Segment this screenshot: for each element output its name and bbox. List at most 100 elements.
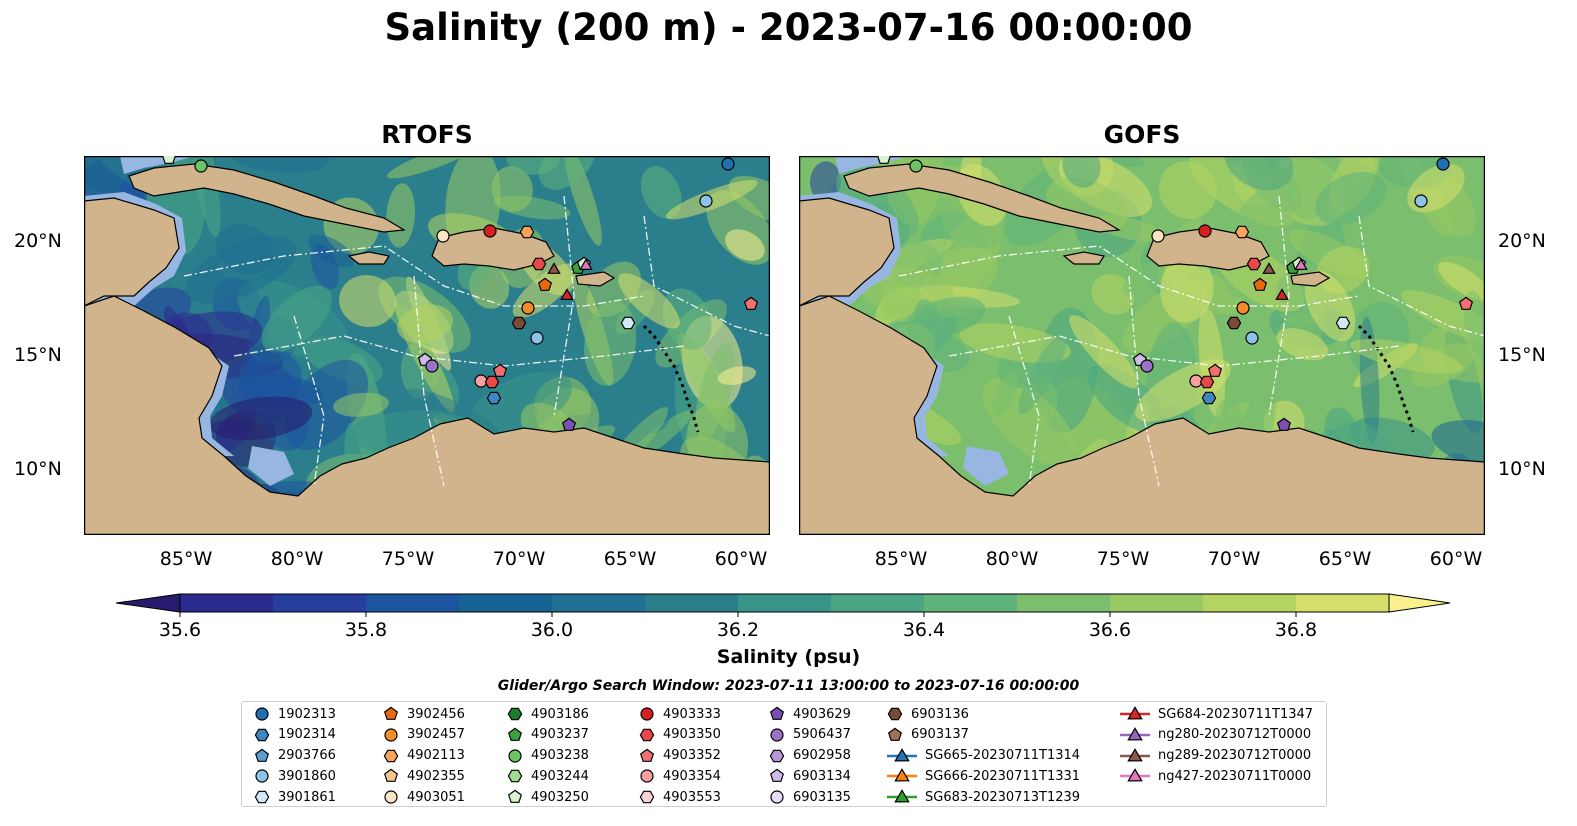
colorbar-tick-label: 35.8 bbox=[345, 619, 387, 641]
legend-label: 4903186 bbox=[531, 706, 589, 722]
legend-pentagon-icon bbox=[383, 706, 399, 720]
marker-SG684-20230711T1347 bbox=[560, 288, 574, 300]
legend-hexagon-marker bbox=[383, 749, 399, 762]
legend-item: SG683-20230713T1239 bbox=[885, 787, 1080, 807]
legend-item: 4903629 bbox=[767, 704, 851, 724]
legend-hexagon-icon bbox=[383, 749, 399, 762]
legend-item: 6903137 bbox=[885, 725, 969, 745]
legend-hexagon-icon bbox=[507, 770, 523, 783]
legend-pentagon-icon bbox=[769, 706, 785, 720]
marker-3901860 bbox=[1414, 194, 1428, 208]
lon-tick-right-85w: 85°W bbox=[874, 548, 928, 570]
legend-circle-icon bbox=[770, 790, 784, 804]
legend-item: ng289-20230712T0000 bbox=[1118, 746, 1311, 766]
marker-4903350 bbox=[1246, 257, 1262, 271]
marker-4903354 bbox=[474, 374, 488, 388]
legend-label: 4903354 bbox=[663, 768, 721, 784]
legend-item: ng280-20230712T0000 bbox=[1118, 725, 1311, 745]
legend-triangle-marker bbox=[1127, 747, 1143, 762]
legend-hexagon-marker bbox=[507, 707, 523, 721]
legend-item: 1902313 bbox=[252, 704, 336, 724]
lon-tick-right-65w: 65°W bbox=[1318, 548, 1372, 570]
legend-circle-icon bbox=[508, 748, 522, 763]
marker-4903350 bbox=[1199, 375, 1215, 389]
legend-item: 4903352 bbox=[637, 746, 721, 766]
marker-1902313 bbox=[721, 157, 735, 171]
lon-tick-right-80w: 80°W bbox=[985, 548, 1039, 570]
colorbar-tick-label: 36.2 bbox=[717, 619, 759, 641]
marker-SG684-20230711T1347 bbox=[1275, 288, 1289, 300]
legend-label: SG666-20230711T1331 bbox=[925, 768, 1081, 784]
colorbar-tick-label: 35.6 bbox=[159, 619, 201, 641]
marker-3902456 bbox=[1252, 277, 1268, 291]
legend-triangle-marker bbox=[894, 768, 910, 782]
panel-title-gofs: GOFS bbox=[1103, 120, 1181, 149]
legend-item: 4903250 bbox=[505, 787, 589, 807]
legend-hexagon-marker bbox=[254, 790, 270, 804]
lat-tick-right-10n: 10°N bbox=[1498, 458, 1546, 480]
legend-triangle-marker bbox=[894, 789, 910, 803]
legend-item: SG665-20230711T1314 bbox=[885, 746, 1080, 766]
legend-label: ng427-20230711T0000 bbox=[1158, 768, 1312, 784]
marker-4903629 bbox=[561, 417, 577, 431]
legend-item: 3902457 bbox=[381, 725, 465, 745]
legend-item: SG684-20230711T1347 bbox=[1118, 704, 1313, 724]
colorbar-tick-label: 36.8 bbox=[1275, 619, 1317, 641]
legend-triangle-marker bbox=[894, 747, 910, 762]
legend-item: 6903134 bbox=[767, 766, 851, 786]
lon-tick-right-70w: 70°W bbox=[1207, 548, 1261, 570]
legend: 1902313 1902314 2903766 3901860 3901861 39024… bbox=[241, 701, 1327, 807]
legend-label: 3902457 bbox=[407, 727, 465, 743]
legend-pentagon-icon bbox=[383, 769, 399, 783]
legend-label: 3901860 bbox=[278, 768, 336, 784]
colorbar-bin bbox=[1017, 594, 1111, 612]
legend-circle-icon bbox=[640, 707, 654, 721]
legend-hexagon-marker bbox=[507, 770, 523, 783]
legend-label: 4903051 bbox=[407, 789, 465, 805]
legend-item: 4903350 bbox=[637, 725, 721, 745]
legend-item: 4903553 bbox=[637, 787, 721, 807]
legend-pentagon-marker bbox=[769, 706, 785, 720]
legend-label: 5906437 bbox=[793, 727, 851, 743]
legend-circle-marker bbox=[384, 728, 398, 742]
legend-circle-marker bbox=[508, 748, 522, 763]
observation-markers bbox=[877, 156, 1474, 431]
legend-triangle-icon bbox=[887, 768, 917, 782]
marker-3902457 bbox=[521, 301, 535, 315]
marker-ng289-20230712T0000 bbox=[1262, 262, 1276, 274]
lon-tick-left-75w: 75°W bbox=[381, 548, 435, 570]
colorbar-bin bbox=[459, 594, 553, 612]
colorbar-tick-label: 36.0 bbox=[531, 619, 573, 641]
legend-circle-icon bbox=[640, 769, 654, 783]
legend-triangle-icon bbox=[1120, 706, 1150, 720]
legend-pentagon-marker bbox=[507, 789, 523, 804]
colorbar-bin bbox=[831, 594, 925, 612]
legend-label: 2903766 bbox=[278, 748, 336, 764]
legend-label: 3901861 bbox=[278, 789, 336, 805]
marker-3901861 bbox=[620, 316, 636, 330]
legend-label: 6903134 bbox=[793, 768, 851, 784]
legend-circle-icon bbox=[384, 790, 398, 804]
marker-4903238 bbox=[194, 159, 208, 173]
legend-label: 4903244 bbox=[531, 768, 589, 784]
legend-circle-marker bbox=[640, 769, 654, 783]
legend-pentagon-marker bbox=[383, 769, 399, 783]
marker-4903352 bbox=[492, 363, 508, 377]
legend-circle-marker bbox=[770, 790, 784, 804]
marker-ng289-20230712T0000 bbox=[547, 262, 561, 274]
legend-pentagon-icon bbox=[254, 748, 270, 762]
legend-circle-marker bbox=[640, 707, 654, 721]
marker-5906437 bbox=[425, 359, 439, 373]
legend-hexagon-icon bbox=[769, 749, 785, 762]
marker-4903051 bbox=[436, 229, 450, 243]
marker-3901861 bbox=[1335, 316, 1351, 330]
colorbar-bin bbox=[1296, 594, 1390, 612]
legend-label: 4903333 bbox=[663, 706, 721, 722]
legend-hexagon-icon bbox=[639, 790, 655, 804]
marker-5906437 bbox=[1140, 359, 1154, 373]
legend-item: 4903333 bbox=[637, 704, 721, 724]
legend-circle-marker bbox=[255, 769, 269, 783]
legend-circle-icon bbox=[384, 728, 398, 742]
marker-3902456 bbox=[537, 277, 553, 291]
legend-item: SG666-20230711T1331 bbox=[885, 766, 1080, 786]
